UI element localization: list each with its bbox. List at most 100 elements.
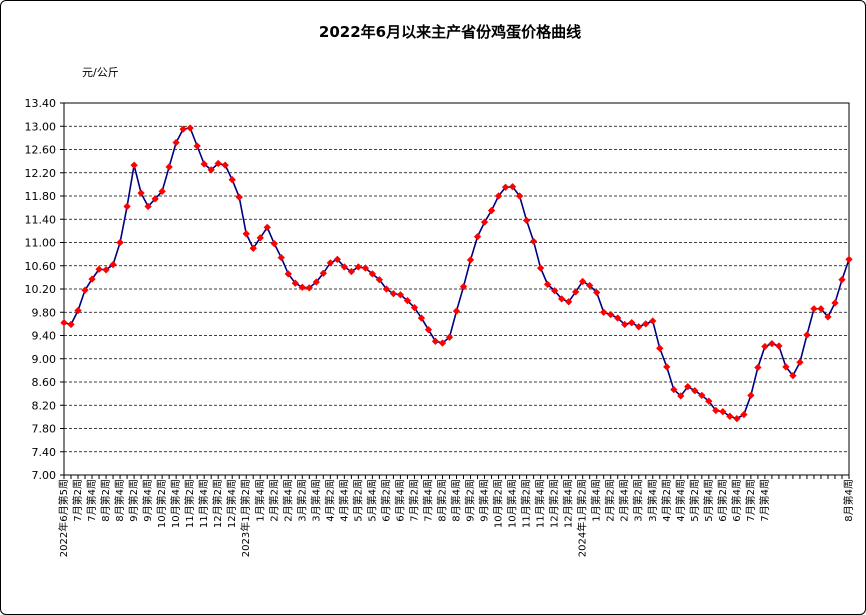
data-point — [838, 275, 846, 284]
data-point — [627, 318, 636, 327]
y-tick-label: 7.00 — [32, 469, 57, 482]
data-point — [480, 218, 489, 226]
data-point — [845, 255, 853, 264]
data-point — [95, 265, 103, 273]
data-point — [249, 244, 257, 253]
x-tick-label: 2月第2周 — [604, 479, 617, 522]
data-point — [200, 160, 208, 168]
y-tick-label: 12.20 — [25, 167, 57, 180]
data-point — [761, 342, 769, 351]
y-tick-label: 8.60 — [32, 376, 57, 389]
data-point — [256, 234, 265, 242]
data-point — [424, 325, 433, 334]
x-tick-label: 10月第4周 — [169, 479, 182, 528]
grid-lines — [64, 102, 849, 453]
data-point — [102, 266, 110, 274]
data-point — [550, 286, 559, 295]
data-point — [354, 263, 363, 271]
data-point — [684, 382, 692, 391]
data-point — [326, 259, 335, 267]
x-tick-label: 8月第2周 — [99, 479, 112, 522]
x-tick-label: 9月第2周 — [464, 479, 477, 522]
y-tick-label: 9.40 — [32, 330, 57, 343]
x-tick-label: 1月第4周 — [253, 479, 266, 522]
data-point — [417, 314, 426, 322]
data-point — [242, 230, 250, 238]
data-point — [571, 288, 580, 296]
data-point — [130, 161, 138, 169]
data-point — [831, 299, 839, 307]
x-tick-label: 5月第2周 — [351, 479, 364, 522]
y-tick-label: 9.00 — [32, 353, 57, 366]
x-tick-label: 12月第4周 — [225, 479, 238, 528]
y-axis-label: 元/公斤 — [82, 66, 119, 79]
data-point — [789, 371, 797, 380]
data-point — [81, 286, 89, 294]
y-tick-labels: 7.00 7.40 7.80 8.20 8.60 9.00 9.40 9.80 10.20 10.… — [25, 97, 57, 482]
x-tick-label: 1月第4周 — [590, 479, 603, 522]
data-point — [810, 305, 818, 313]
data-point — [305, 284, 314, 292]
x-tick-label: 7月第4周 — [421, 479, 434, 522]
data-point — [775, 342, 783, 350]
data-point — [382, 285, 391, 293]
data-point — [403, 296, 412, 305]
data-point — [634, 323, 643, 331]
data-point — [438, 339, 447, 347]
x-tick-label: 2024年1月第2周 — [576, 479, 589, 557]
data-point — [796, 358, 804, 366]
data-point — [151, 195, 159, 203]
data-point — [494, 192, 503, 200]
data-point — [123, 202, 131, 211]
x-tick-label: 5月第4周 — [365, 479, 378, 522]
x-tick-label: 2月第2周 — [267, 479, 280, 522]
data-point — [431, 337, 440, 346]
data-point — [396, 291, 405, 299]
x-tick-label: 11月第4周 — [534, 479, 547, 528]
data-point — [487, 206, 496, 215]
data-point — [291, 279, 300, 287]
data-point — [361, 264, 370, 272]
data-point — [172, 138, 180, 147]
x-tick-label: 3月第4周 — [309, 479, 322, 522]
data-point — [214, 159, 222, 168]
data-point — [298, 283, 307, 292]
data-point — [543, 280, 552, 289]
x-tick-label: 9月第2周 — [127, 479, 140, 522]
data-point — [333, 255, 342, 264]
data-point — [270, 239, 279, 248]
data-point — [284, 270, 293, 278]
x-tick-label: 10月第2周 — [155, 479, 168, 528]
y-tick-label: 7.80 — [32, 423, 57, 436]
x-tick-label: 6月第2周 — [379, 479, 392, 522]
data-point — [768, 339, 776, 348]
y-tick-label: 7.40 — [32, 446, 57, 459]
series-egg-price — [60, 124, 853, 423]
data-point — [445, 333, 454, 341]
data-point — [592, 288, 601, 297]
x-tick-label: 7月第2周 — [744, 479, 757, 522]
data-point — [698, 391, 706, 400]
x-tick-label: 4月第2周 — [323, 479, 336, 522]
y-tick-label: 8.20 — [32, 399, 57, 412]
x-tick-label: 4月第4周 — [674, 479, 687, 522]
y-tick-label: 9.80 — [32, 306, 57, 319]
data-point — [228, 175, 236, 184]
y-tick-label: 10.60 — [25, 260, 57, 273]
y-tick-label: 13.40 — [25, 97, 57, 110]
data-point — [67, 320, 75, 329]
x-tick-label: 8月第4周 — [450, 479, 463, 522]
x-tick-label: 8月第4周 — [113, 479, 126, 522]
data-point — [263, 223, 272, 232]
data-point — [340, 263, 349, 271]
x-tick-label: 10月第4周 — [506, 479, 519, 528]
y-tick-label: 11.40 — [25, 213, 57, 226]
axes — [60, 102, 850, 479]
data-point — [670, 385, 678, 394]
x-tick-label: 8月第2周 — [435, 479, 448, 522]
data-point — [529, 237, 538, 246]
data-point — [663, 363, 671, 371]
data-point — [747, 391, 755, 400]
data-point — [158, 187, 166, 196]
